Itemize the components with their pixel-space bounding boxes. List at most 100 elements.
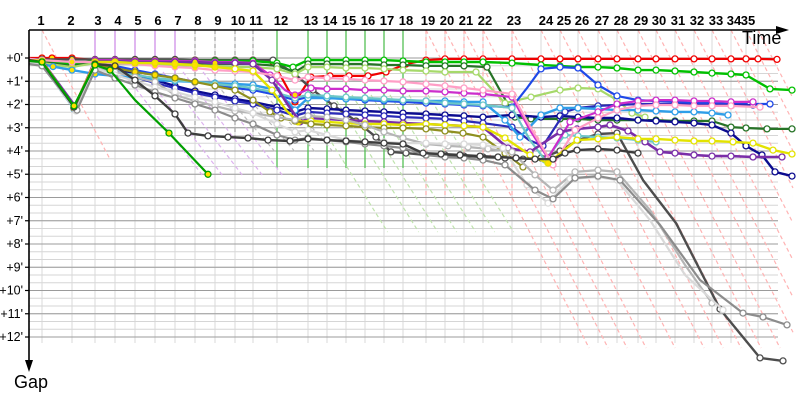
data-point-slate: [422, 114, 430, 122]
data-point-black: [224, 133, 232, 141]
data-point-white: [291, 128, 299, 136]
data-point-black: [573, 146, 581, 154]
data-point-palegreen: [422, 67, 430, 75]
data-point-yellow: [231, 65, 239, 73]
data-point-sky: [49, 62, 57, 71]
data-point-red: [574, 55, 582, 63]
data-point-gray: [783, 321, 791, 329]
data-point-navy: [479, 113, 487, 121]
data-point-gray: [739, 309, 747, 317]
data-point-black: [264, 136, 272, 144]
data-point-sky: [652, 107, 660, 115]
lap-number-label: 30: [652, 13, 666, 28]
data-point-green-dnf: [106, 66, 114, 74]
gap-tick-label: +3': [6, 121, 23, 135]
data-point-gray: [171, 94, 179, 102]
data-point-black: [419, 149, 427, 157]
data-point-purple: [656, 148, 664, 156]
series-line-navy: [28, 59, 793, 178]
data-point-slate: [399, 113, 407, 121]
data-point-yellow: [690, 137, 698, 145]
data-point-silver: [304, 112, 312, 120]
data-point-silver: [323, 113, 331, 121]
data-point-red: [727, 55, 735, 63]
data-point-green: [742, 71, 750, 79]
lap-number-label: 31: [671, 13, 685, 28]
data-point-red: [537, 55, 545, 63]
data-point-yellow: [249, 67, 257, 75]
data-point-red: [754, 55, 762, 63]
data-point-black: [399, 140, 407, 148]
data-point-darkgray: [402, 149, 410, 157]
data-point-darkgray: [756, 354, 764, 362]
data-point-pink: [273, 72, 281, 80]
data-point-green-dnf: [204, 170, 212, 178]
data-point-white: [441, 140, 449, 148]
data-point-purple: [249, 60, 257, 68]
data-point-gray: [191, 100, 199, 108]
data-point-pink: [708, 102, 716, 110]
data-point-olive: [171, 74, 179, 82]
lapping-diagonal: [597, 29, 762, 349]
data-point-red: [594, 55, 602, 63]
lapping-diagonal: [332, 94, 420, 233]
data-point-green: [634, 66, 642, 74]
gap-tick-label: +8': [6, 237, 23, 251]
lapping-diagonal: [655, 29, 794, 298]
lap-number-label: 9: [214, 13, 221, 28]
gap-tick-label: +12': [0, 330, 23, 344]
data-point-pink: [671, 101, 679, 109]
data-point-teal: [479, 101, 487, 109]
data-point-green: [690, 68, 698, 76]
lap-number-label: 33: [709, 13, 723, 28]
data-point-navy: [708, 121, 716, 129]
time-axis-title: Time: [742, 28, 782, 48]
data-point-slate: [361, 111, 369, 119]
data-point-green: [613, 64, 621, 72]
gap-axis-title: Gap: [14, 372, 49, 392]
data-point-pink: [361, 76, 369, 84]
data-point-pink: [756, 103, 764, 111]
data-point-teal: [399, 96, 407, 104]
data-point-green: [708, 69, 716, 77]
data-point-navy: [690, 119, 698, 127]
data-point-olive: [307, 120, 315, 128]
data-point-white: [479, 141, 487, 149]
data-point-olive: [323, 121, 331, 129]
data-point-black: [111, 62, 119, 70]
lap-number-label: 4: [114, 13, 122, 28]
data-point-darkgreen: [788, 125, 796, 133]
data-point-teal: [422, 97, 430, 105]
data-point-black: [204, 132, 212, 140]
lap-number-label: 3: [94, 13, 101, 28]
data-point-yellow: [573, 136, 581, 144]
lapping-diagonal: [559, 29, 724, 349]
data-point-magenta: [749, 98, 757, 106]
data-point-slate: [273, 106, 281, 114]
data-point-green: [508, 59, 516, 67]
data-point-black: [476, 152, 484, 160]
data-point-silver: [549, 186, 557, 194]
data-point-red: [773, 55, 781, 64]
data-point-silver: [571, 168, 579, 176]
data-point-olive: [266, 108, 274, 116]
lapping-diagonal: [745, 29, 794, 122]
data-point-olive: [479, 133, 487, 141]
data-point-yellow: [460, 122, 468, 130]
gap-tick-label: +6': [6, 191, 23, 205]
data-point-pink: [727, 102, 735, 110]
lapping-diagonal: [370, 94, 458, 233]
data-point-sky: [724, 111, 732, 119]
data-point-palegreen: [342, 64, 350, 72]
data-point-pink: [422, 80, 430, 88]
data-point-pink: [460, 84, 468, 92]
data-point-black: [594, 145, 602, 153]
data-point-gray: [594, 172, 602, 180]
data-point-pink: [634, 102, 642, 110]
data-point-yellow: [268, 86, 276, 94]
data-point-silver: [531, 171, 539, 179]
lap-number-label: 2: [67, 13, 74, 28]
data-point-black: [151, 92, 159, 100]
data-point-green: [479, 58, 487, 66]
data-point-black: [531, 155, 539, 163]
